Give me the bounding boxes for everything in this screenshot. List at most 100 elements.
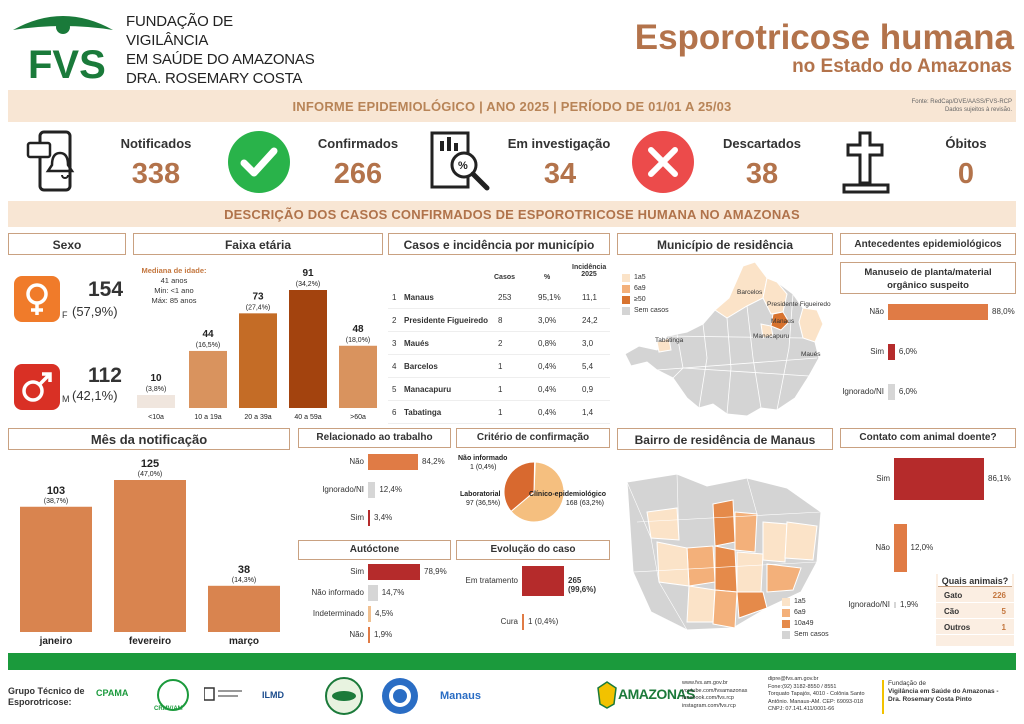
animal-count: 5 — [1001, 607, 1006, 616]
partner-seal-green-icon — [325, 677, 363, 715]
faixa-label: >60a — [350, 414, 366, 421]
female-letter: F — [62, 310, 68, 320]
row-municipio: Tabatinga — [404, 408, 442, 417]
partner-ilmd: ILMD — [262, 690, 284, 700]
bar-value: 12,0% — [910, 543, 934, 552]
legend-swatch — [782, 597, 790, 606]
row-municipio: Maués — [404, 339, 429, 348]
bar — [894, 602, 896, 608]
state-logo: AMAZONAS — [618, 686, 695, 702]
antecedentes-title-box: Antecedentes epidemiológicos — [840, 233, 1016, 255]
median-value: 41 anos — [160, 276, 188, 285]
bar-value: 12,4% — [379, 485, 403, 494]
legend-item: Sem casos — [622, 305, 682, 316]
bairro-title: Bairro de residência de Manaus — [634, 433, 816, 447]
max-age: Máx: 85 anos — [151, 296, 197, 305]
male-pct: (42,1%) — [72, 388, 118, 403]
bar — [368, 454, 418, 470]
bar-label: Sim — [870, 347, 884, 356]
contact-facebook[interactable]: facebook.com/fvs.rcp — [682, 695, 734, 701]
row-rank: 6 — [392, 408, 397, 417]
q1-title: Manuseio de planta/material orgânico sus… — [864, 267, 992, 291]
header: FVS FUNDAÇÃO DE VIGILÂNCIA EM SAÚDE DO A… — [0, 0, 1024, 106]
faixa-value: 44 — [202, 329, 214, 340]
faixa-pct: (16,5%) — [196, 342, 221, 349]
faixa-pct: (18,0%) — [346, 337, 371, 344]
fvs-footer-divider — [882, 680, 884, 714]
row-pct: 0,8% — [538, 339, 557, 348]
bar — [894, 458, 984, 500]
sexo-title-box: Sexo — [8, 233, 126, 255]
legend-label: 1a5 — [634, 274, 646, 281]
table-row: 3 Maués 2 0,8% 3,0 — [388, 332, 610, 355]
section-band: DESCRIÇÃO DOS CASOS CONFIRMADOS DE ESPOR… — [8, 201, 1016, 227]
faixa-pct: (27,4%) — [246, 304, 271, 311]
row-municipio: Manacapuru — [404, 385, 452, 394]
antecedentes-title: Antecedentes epidemiológicos — [854, 239, 1002, 250]
contact-site[interactable]: www.fvs.am.gov.br — [682, 680, 728, 686]
map-label-barcelos: Barcelos — [737, 289, 763, 296]
mes-value: 103 — [47, 485, 65, 497]
trabalho-title-box: Relacionado ao trabalho — [298, 428, 451, 448]
animal-row: Outros 1 — [936, 619, 1014, 635]
legend-swatch — [622, 284, 630, 293]
row-incidencia: 11,1 — [582, 293, 597, 302]
mes-pct: (14,3%) — [232, 577, 257, 584]
document-search-icon: % — [430, 131, 490, 191]
bar — [894, 524, 907, 572]
row-casos: 1 — [498, 385, 503, 394]
legend-item: 6a9 — [622, 283, 682, 294]
legend-swatch — [782, 619, 790, 628]
bar — [368, 606, 371, 622]
female-pct: (57,9%) — [72, 304, 118, 319]
bar-value: 6,0% — [898, 387, 918, 396]
section-title: DESCRIÇÃO DOS CASOS CONFIRMADOS DE ESPOR… — [224, 207, 800, 222]
col-pct: % — [544, 274, 551, 281]
q1-chart: Não 88,0% Sim 6,0% Ignorado/NI 6,0% — [840, 298, 1016, 422]
min-age: Min: <1 ano — [154, 286, 194, 295]
legend-swatch — [622, 306, 630, 315]
kpi-value-descartados: 38 — [745, 158, 779, 190]
org-line-1: FUNDAÇÃO DE VIGILÂNCIA — [126, 13, 233, 49]
legend-swatch — [622, 295, 630, 304]
row-incidencia: 1,4 — [582, 408, 594, 417]
autoctone-title-box: Autóctone — [298, 540, 451, 560]
q2-chart: Sim 86,1% Não 12,0% Ignorado/NI 1,9% — [840, 452, 1016, 650]
mes-label: março — [229, 636, 259, 647]
legend-swatch — [622, 273, 630, 282]
row-incidencia: 24,2 — [582, 316, 598, 325]
kpi-label-notificados: Notificados — [120, 136, 192, 151]
kpi-row: Notificados 338 Confirmados 266 % Em inv… — [0, 124, 1024, 200]
contact-email[interactable]: dipre@fvs.am.gov.br — [768, 676, 819, 682]
municipios-title: Casos e incidência por município — [403, 238, 595, 252]
bar — [888, 304, 988, 320]
mapa-municipio-title: Município de residência — [656, 238, 794, 252]
mes-pct: (38,7%) — [44, 498, 69, 505]
phone-alert-icon — [26, 130, 75, 192]
partner-seal-blue-icon — [382, 678, 418, 714]
bar-value: 1,9% — [374, 630, 393, 639]
col-casos: Casos — [494, 274, 516, 281]
pie-label-clinico: Clínico-epidemiológico — [529, 491, 606, 498]
row-rank: 4 — [392, 362, 397, 371]
legend-item: 10a49 — [782, 618, 832, 629]
contact-youtube[interactable]: youtube.com/fvsamazonas — [682, 687, 748, 694]
row-casos: 1 — [498, 408, 503, 417]
row-incidencia: 5,4 — [582, 362, 594, 371]
animal-count: 1 — [1001, 623, 1006, 632]
kpi-label-confirmados: Confirmados — [317, 136, 399, 151]
map-label-manacapuru: Manacapuru — [753, 333, 790, 340]
bar-value: 88,0% — [992, 307, 1015, 316]
median-label: Mediana de idade: — [141, 266, 207, 275]
row-pct: 3,0% — [538, 316, 557, 325]
criterio-pie-chart: Não informado 1 (0,4%) Laboratorial 97 (36,… — [458, 455, 606, 523]
manaus-bairro-map — [626, 473, 822, 631]
faixa-etaria-chart: 10 (3,8%) <10a 44 (16,5%) 10 a 19a 73 (27,4%) 20… — [137, 268, 377, 421]
bar-label: Não — [869, 307, 884, 316]
legend-item: 1a5 — [782, 596, 832, 607]
bar — [522, 566, 564, 596]
page-subtitle: no Estado do Amazonas — [792, 56, 1012, 77]
cross-icon — [842, 131, 890, 194]
faixa-title: Faixa etária — [224, 238, 292, 252]
contact-instagram[interactable]: instagram.com/fvs.rcp — [682, 702, 736, 709]
